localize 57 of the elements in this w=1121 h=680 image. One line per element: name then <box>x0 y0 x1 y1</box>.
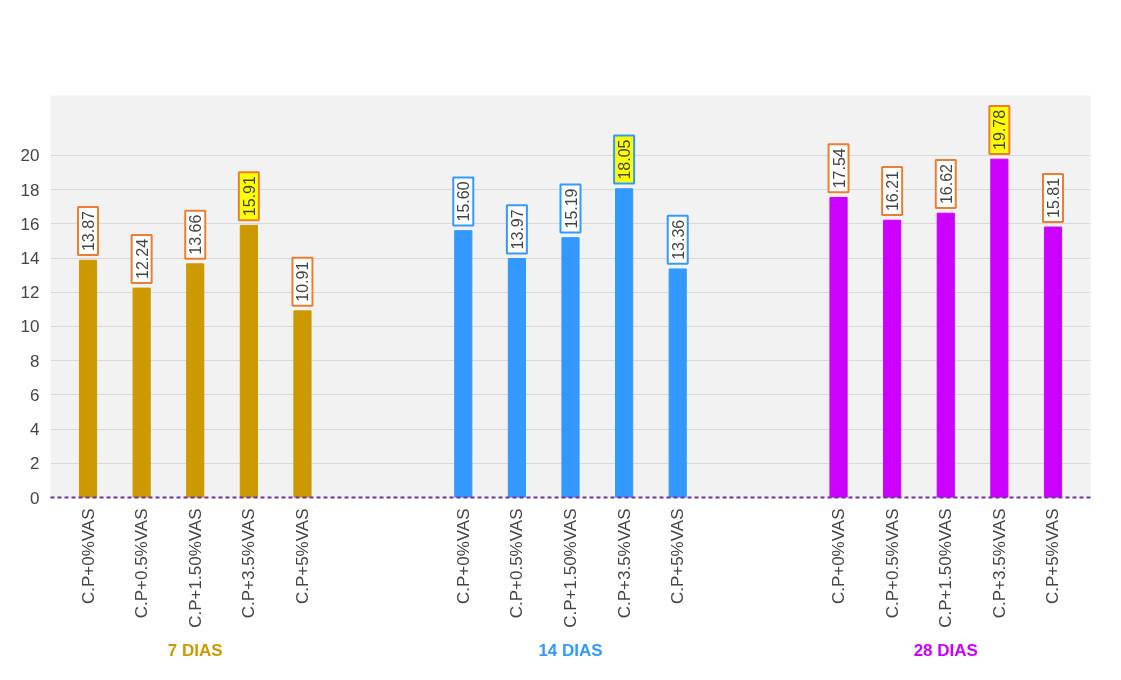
data-label: 17.54 <box>830 148 848 189</box>
x-tick-label: C.P+1.50%VAS <box>936 508 956 628</box>
y-tick-label: 2 <box>30 454 40 474</box>
x-tick-label: C.P+5%VAS <box>292 508 312 605</box>
bar <box>1043 226 1063 498</box>
text: 28 DIAS <box>913 641 978 660</box>
y-tick-label: 20 <box>20 146 40 166</box>
data-label: 16.62 <box>937 163 955 205</box>
data-label: 16.21 <box>884 170 902 212</box>
data-label: 19.78 <box>991 109 1009 150</box>
x-tick-label: C.P+0.5%VAS <box>882 508 902 619</box>
bar <box>561 237 580 498</box>
text: 7 DIAS <box>167 641 223 660</box>
x-tick-label: C.P+3.5%VAS <box>989 508 1009 619</box>
bar <box>990 158 1009 498</box>
bar <box>454 230 473 498</box>
bar <box>507 258 526 498</box>
x-tick-label: C.P+3.5%VAS <box>239 508 259 619</box>
data-label: 13.87 <box>80 210 98 252</box>
y-tick-label: 4 <box>30 420 40 440</box>
x-tick-label: C.P+5%VAS <box>668 508 688 605</box>
y-tick-label: 0 <box>30 488 40 508</box>
x-tick-label: C.P+0.5%VAS <box>132 508 152 619</box>
y-tick-label: 18 <box>20 180 40 200</box>
x-tick-label: C.P+0%VAS <box>829 508 849 605</box>
x-tick-label: C.P+1.50%VAS <box>185 508 205 628</box>
bar <box>78 259 98 498</box>
bar <box>615 188 634 498</box>
bar <box>883 219 902 498</box>
x-tick-label: C.P+0%VAS <box>78 508 98 605</box>
y-tick-label: 6 <box>30 385 40 405</box>
y-tick-label: 8 <box>30 351 40 371</box>
bar <box>293 310 312 498</box>
x-tick-label: C.P+5%VAS <box>1043 508 1063 605</box>
data-label: 12.24 <box>133 238 151 279</box>
text: 14 DIAS <box>538 641 603 660</box>
y-tick-label: 10 <box>20 317 40 337</box>
data-label: 15.60 <box>455 181 473 222</box>
x-tick-label: C.P+1.50%VAS <box>561 508 580 628</box>
x-tick-label: C.P+0.5%VAS <box>507 508 527 619</box>
bar <box>668 268 687 498</box>
x-tick-label: C.P+0%VAS <box>453 508 473 605</box>
data-label: 13.97 <box>508 209 526 250</box>
data-label: 10.91 <box>294 261 312 302</box>
data-label: 13.66 <box>187 214 205 255</box>
data-label: 15.91 <box>240 176 258 217</box>
y-tick-label: 16 <box>20 214 40 234</box>
data-label: 15.81 <box>1044 177 1062 218</box>
bar <box>132 287 151 498</box>
data-label: 13.36 <box>669 219 687 260</box>
y-tick-label: 14 <box>20 249 40 269</box>
x-tick-label: C.P+3.5%VAS <box>614 508 634 619</box>
bar <box>186 263 205 498</box>
data-label: 18.05 <box>616 139 634 180</box>
y-tick-label: 12 <box>20 283 40 303</box>
data-label: 15.19 <box>562 188 580 229</box>
bar <box>936 212 955 498</box>
